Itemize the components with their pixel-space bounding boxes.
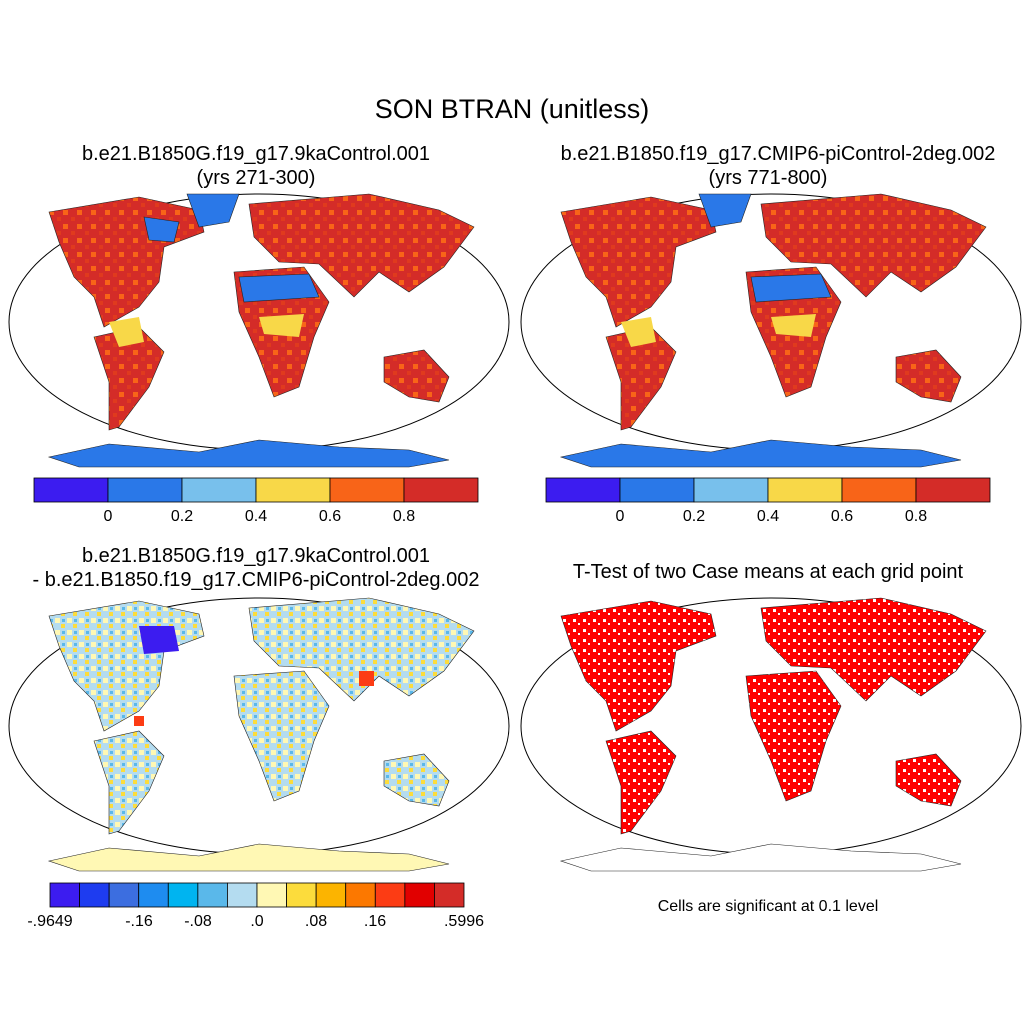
colorbar-swatch [374,882,406,908]
significance-note: Cells are significant at 0.1 level [657,898,879,915]
colorbar-swatch [315,882,347,908]
colorbar-swatch [138,882,169,908]
colorbar-swatch [49,882,80,908]
colorbar-tick-label: .5996 [443,913,485,930]
colorbar-swatch [404,882,435,908]
colorbar-swatch [329,477,405,503]
antarctica-outline [560,843,962,872]
colorbar-top-right [545,477,991,503]
colorbar-top-left [33,477,479,503]
colorbar-tick-label: 0.2 [170,508,194,525]
colorbar-swatch [693,477,769,503]
colorbar-swatch [841,477,917,503]
colorbar-swatch [403,477,479,503]
figure-title: SON BTRAN (unitless) [374,94,650,124]
colorbar-swatch [167,882,199,908]
bottom-left-panel-title-line2: - b.e21.B1850.f19_g17.CMIP6-piControl-2d… [32,569,480,591]
colorbar-tick-label: 0 [615,508,625,525]
top-right-panel-title: b.e21.B1850.f19_g17.CMIP6-piControl-2deg… [560,143,996,165]
colorbar-swatch [434,882,465,908]
colorbar-tick-label: 0.4 [756,508,780,525]
colorbar-swatch [181,477,257,503]
map-panel-bottom-right [520,597,1022,872]
colorbar-tick-label: -.08 [184,913,212,930]
blue-regions [560,193,962,468]
colorbar-swatch [915,477,991,503]
colorbar-tick-label: .0 [250,913,264,930]
colorbar-swatch [33,477,109,503]
colorbar-swatch [108,882,140,908]
colorbar-tick-label: .16 [363,913,387,930]
bottom-left-panel-title-line1: b.e21.B1850G.f19_g17.9kaControl.001 [81,545,431,567]
antarctica-fill [48,843,450,872]
colorbar-swatch [107,477,183,503]
top-left-panel-years: (yrs 271-300) [196,167,316,189]
colorbar-swatch [227,882,258,908]
colorbar-swatch [345,882,376,908]
colorbar-swatch [197,882,228,908]
map-panel-top-left [8,193,510,468]
colorbar-swatch [255,477,331,503]
colorbar-swatch [79,882,110,908]
colorbar-swatch [545,477,621,503]
colorbar-bottom-left [49,882,465,908]
yellow-regions [621,314,816,347]
colorbar-tick-label: 0.2 [682,508,706,525]
colorbar-swatch [767,477,843,503]
colorbar-tick-label: 0.8 [392,508,416,525]
yellow-regions [109,314,304,347]
colorbar-tick-label: -.16 [125,913,153,930]
colorbar-tick-label: -.9649 [27,913,73,930]
top-left-panel-title: b.e21.B1850G.f19_g17.9kaControl.001 [81,143,431,165]
top-right-panel-years: (yrs 771-800) [708,167,828,189]
colorbar-tick-label: 0.4 [244,508,268,525]
bottom-right-panel-title: T-Test of two Case means at each grid po… [572,561,964,583]
colorbar-tick-label: 0.8 [904,508,928,525]
map-panel-bottom-left [8,597,510,872]
map-panel-top-right [520,193,1022,468]
colorbar-tick-label: 0.6 [830,508,854,525]
colorbar-swatch [256,882,287,908]
positive-spots [134,671,374,726]
blue-regions [48,193,450,468]
colorbar-tick-label: 0.6 [318,508,342,525]
colorbar-tick-label: .08 [304,913,328,930]
strong-negative-region [139,626,179,654]
colorbar-swatch [286,882,317,908]
colorbar-tick-label: 0 [103,508,113,525]
colorbar-swatch [619,477,695,503]
